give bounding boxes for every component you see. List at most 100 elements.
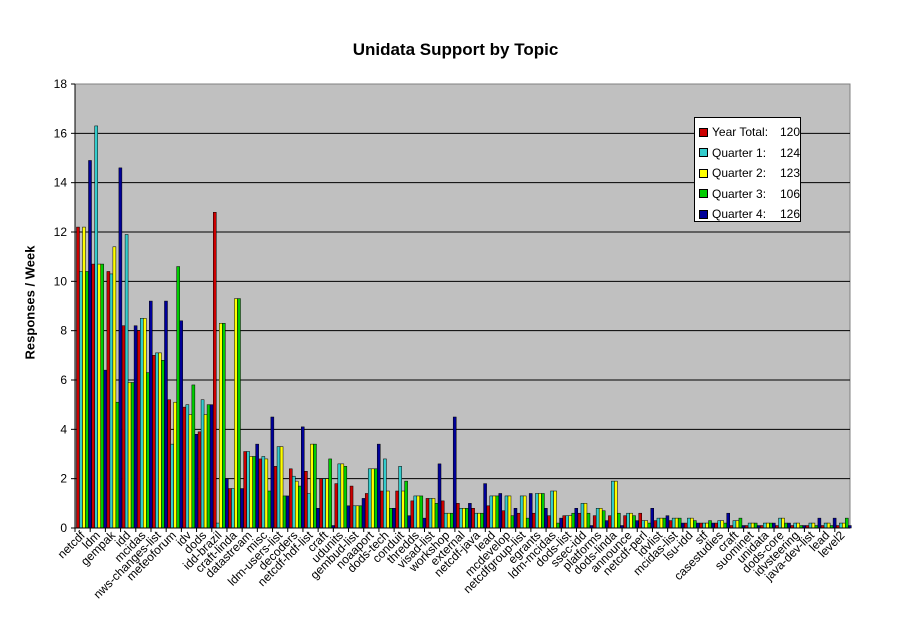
legend-label: Quarter 2: (712, 166, 767, 181)
bar (763, 522, 767, 529)
bar (580, 503, 585, 529)
bar (127, 382, 132, 529)
bar (614, 480, 618, 529)
bar (446, 512, 451, 529)
bar (471, 508, 475, 529)
bar (538, 493, 542, 529)
bar (845, 517, 849, 529)
bar (419, 495, 424, 529)
y-tick-labels: 0 2 4 6 8 10 12 14 16 18 (54, 77, 68, 535)
bar (595, 508, 600, 529)
legend-value: 120 (779, 125, 800, 140)
bar (726, 512, 730, 529)
bar (468, 503, 472, 529)
bar (213, 212, 217, 529)
bar (732, 520, 737, 529)
bar (465, 508, 469, 529)
bar (653, 520, 658, 529)
bar (276, 446, 281, 529)
bar (720, 520, 724, 529)
legend-value: 126 (779, 207, 800, 222)
bar (103, 369, 107, 529)
bar (109, 273, 114, 529)
bar (571, 512, 576, 529)
bar (322, 478, 326, 529)
bar (392, 508, 396, 529)
bar (194, 434, 199, 529)
bar (753, 522, 758, 529)
legend-swatch (699, 127, 708, 137)
bar (404, 480, 408, 529)
bar (191, 384, 196, 529)
bar (255, 443, 259, 529)
bar (130, 382, 135, 529)
bar (641, 520, 645, 529)
bar (343, 466, 348, 529)
y-tick-label: 0 (60, 521, 67, 535)
bar (811, 522, 816, 529)
bar (680, 522, 685, 529)
bar (541, 493, 545, 529)
bar (525, 517, 530, 529)
bar (258, 458, 263, 529)
bar (456, 503, 460, 529)
bar (632, 515, 636, 529)
bar (781, 517, 785, 529)
bar (292, 475, 296, 529)
y-tick-label: 16 (54, 126, 68, 140)
bar (711, 522, 715, 529)
bar (188, 414, 193, 529)
bar (386, 490, 390, 529)
bar (231, 488, 235, 529)
bar (149, 300, 153, 529)
bar (106, 271, 111, 529)
legend-swatch (699, 209, 708, 219)
legend-swatch (699, 148, 708, 158)
bar (559, 517, 563, 529)
bar (474, 512, 478, 529)
bar (428, 498, 433, 529)
bar (449, 512, 454, 529)
bar (638, 512, 642, 529)
legend-item: Quarter 2: 123 (699, 163, 800, 184)
bar (185, 404, 190, 529)
bar (316, 508, 320, 529)
legend-swatch (699, 168, 708, 178)
bar (608, 515, 612, 529)
bar (158, 352, 162, 529)
bar (267, 490, 272, 529)
legend-item: Quarter 4: 126 (699, 204, 800, 225)
bar (498, 493, 503, 529)
bar (334, 483, 339, 529)
legend-label: Quarter 3: (712, 186, 767, 201)
bar (671, 517, 676, 529)
bar (100, 263, 104, 529)
bar (787, 522, 791, 529)
bar (842, 522, 846, 529)
bar (319, 478, 323, 529)
bar (662, 517, 667, 529)
bar (583, 503, 588, 529)
bar (376, 443, 381, 529)
bar (501, 510, 506, 529)
bar (486, 505, 491, 529)
bar (574, 508, 579, 529)
bar (459, 508, 463, 529)
bar (124, 234, 129, 529)
bar (817, 517, 822, 529)
legend-item: Quarter 3: 106 (699, 184, 800, 205)
bar (826, 522, 831, 529)
bar (313, 443, 317, 529)
bar (358, 505, 363, 529)
bar (586, 512, 591, 529)
bar (367, 468, 372, 529)
bar (355, 505, 360, 529)
bar (544, 508, 548, 529)
bar (626, 512, 630, 529)
bar (249, 456, 253, 529)
bar (140, 318, 144, 529)
bar (510, 515, 515, 529)
bar (401, 490, 405, 529)
bar (565, 515, 570, 529)
bar (440, 500, 445, 529)
